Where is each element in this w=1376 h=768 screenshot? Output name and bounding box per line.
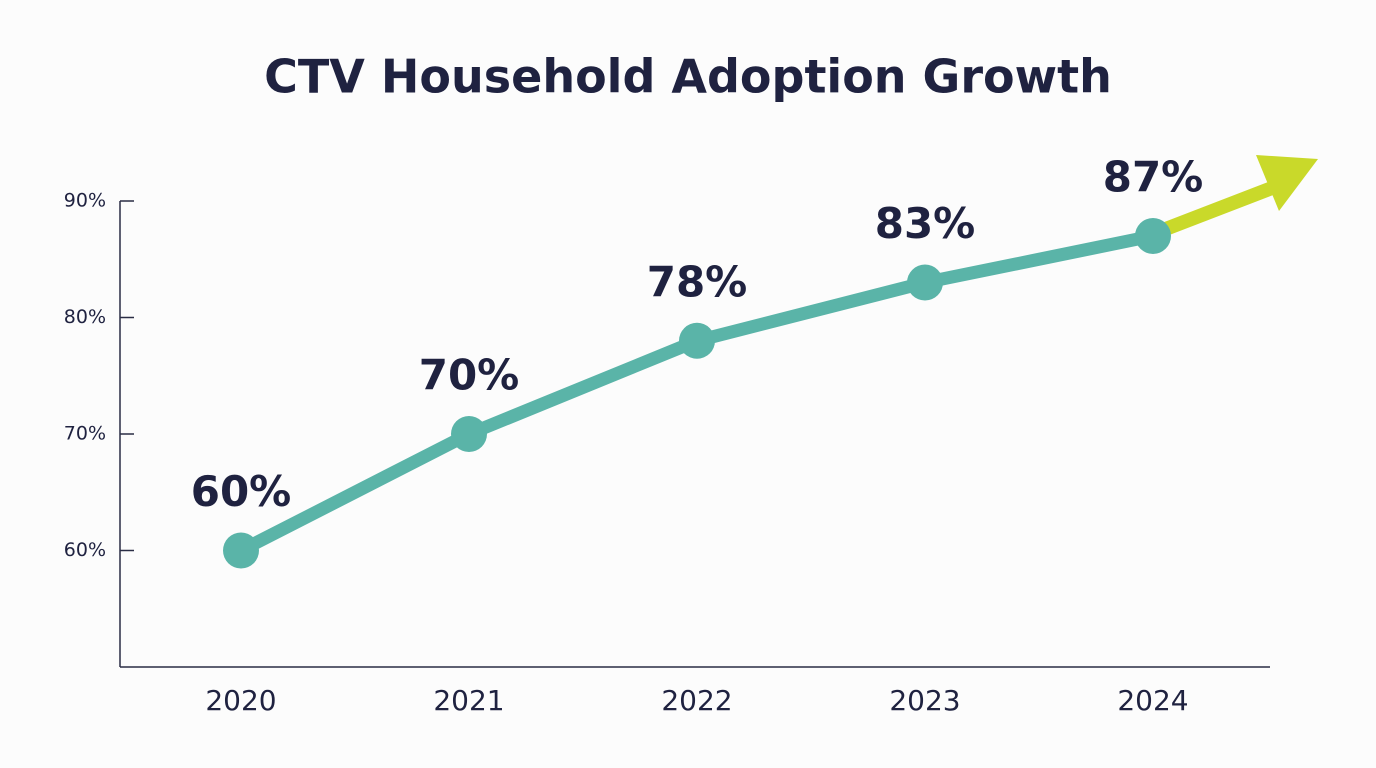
data-label: 78% <box>647 257 748 306</box>
point <box>907 264 943 301</box>
data-label: 70% <box>419 351 520 400</box>
data-label: 60% <box>191 467 292 516</box>
point <box>223 532 259 569</box>
y-tick-label: 80% <box>64 306 106 328</box>
y-tick-label: 90% <box>64 190 106 212</box>
x-tick-label: 2022 <box>661 684 732 717</box>
data-label: 83% <box>875 199 976 248</box>
y-tick-label: 60% <box>64 539 106 561</box>
chart-title: CTV Household Adoption Growth <box>264 50 1112 104</box>
arrow-head <box>1256 155 1318 211</box>
y-tick-label: 70% <box>64 423 106 445</box>
x-tick-label: 2023 <box>889 684 960 717</box>
trend-arrow <box>1147 155 1318 242</box>
arrow-shaft <box>1147 176 1288 242</box>
x-tick-label: 2024 <box>1117 684 1188 717</box>
x-tick-label: 2021 <box>433 684 504 717</box>
point <box>1135 217 1171 254</box>
x-tick-label: 2020 <box>205 684 276 717</box>
data-label: 87% <box>1103 152 1204 201</box>
point <box>679 322 715 359</box>
point <box>451 416 487 452</box>
